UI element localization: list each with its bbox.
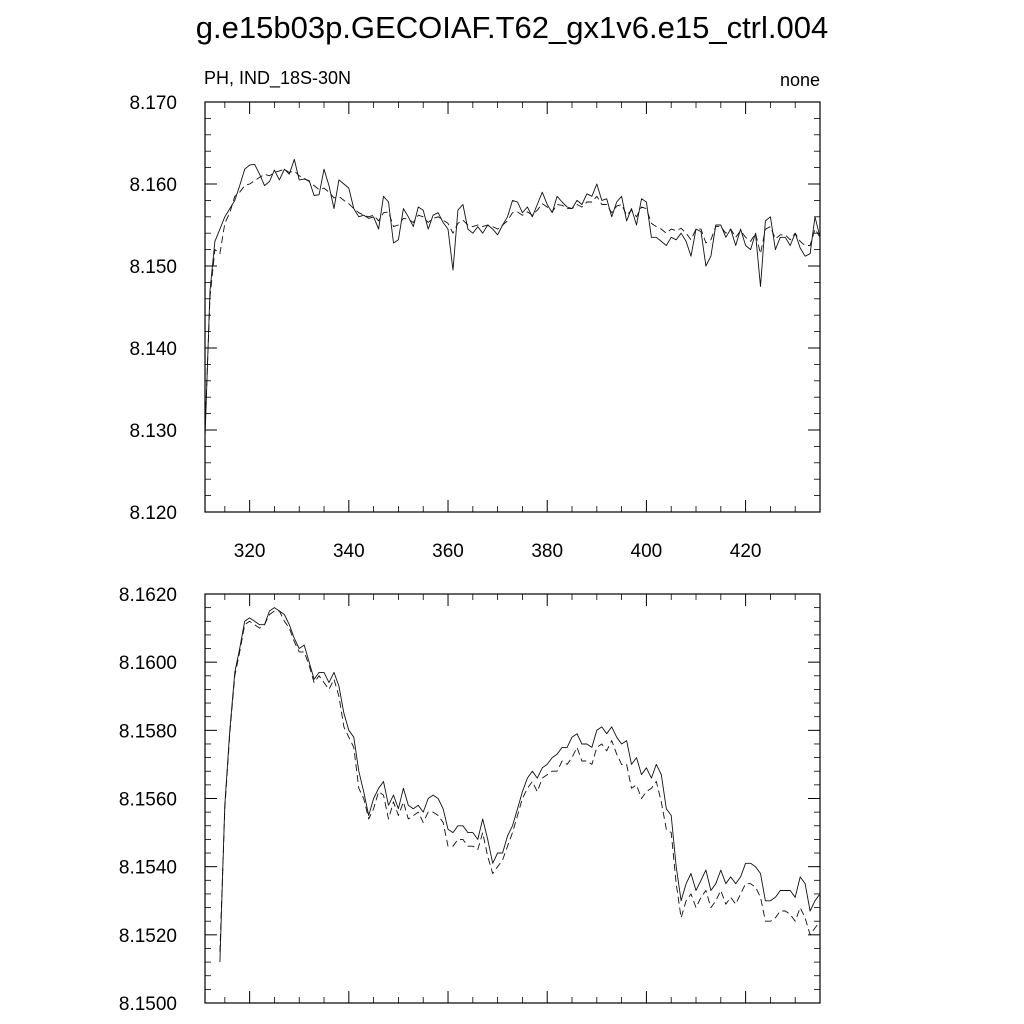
panel-top-left-label: PH, IND_18S-30N	[204, 68, 351, 89]
y-tick-label: 8.150	[129, 257, 177, 278]
x-tick-label: 320	[234, 541, 266, 562]
figure-title: g.e15b03p.GECOIAF.T62_gx1v6.e15_ctrl.004	[196, 10, 828, 45]
plot-frame	[204, 593, 821, 1004]
y-tick-label: 8.1580	[119, 721, 177, 742]
y-tick-label: 8.1560	[119, 790, 177, 811]
x-tick-label: 380	[531, 541, 563, 562]
x-tick-label: 360	[432, 541, 464, 562]
bottom-line-chart: 8.1500 8.1520 8.1540 8.1560 8.1580 8.1600 8.16…	[119, 585, 821, 1015]
y-tick-label: 8.1520	[119, 926, 177, 947]
y-tick-label: 8.120	[129, 503, 177, 524]
y-tick-label: 8.1540	[119, 858, 177, 879]
solid-series-line	[219, 607, 821, 963]
y-tick-label: 8.1500	[119, 994, 177, 1015]
y-tick-label: 8.130	[129, 421, 177, 442]
x-tick-label: 340	[333, 541, 365, 562]
y-tick-label: 8.170	[129, 93, 177, 114]
y-tick-label: 8.140	[129, 339, 177, 360]
y-tick-label: 8.160	[129, 175, 177, 196]
top-line-chart: 320 340 360 380 400 420 8.120 8.130 8.140 8.150 8.…	[129, 93, 821, 562]
x-tick-label: 400	[631, 541, 663, 562]
dashed-series-line	[204, 168, 821, 431]
y-tick-label: 8.1600	[119, 653, 177, 674]
y-tick-label: 8.1620	[119, 585, 177, 606]
dashed-series-line	[219, 610, 821, 952]
plot-frame	[204, 101, 821, 513]
panel-top-right-label: none	[780, 70, 820, 90]
x-tick-label: 420	[730, 541, 762, 562]
solid-series-line	[204, 158, 821, 439]
